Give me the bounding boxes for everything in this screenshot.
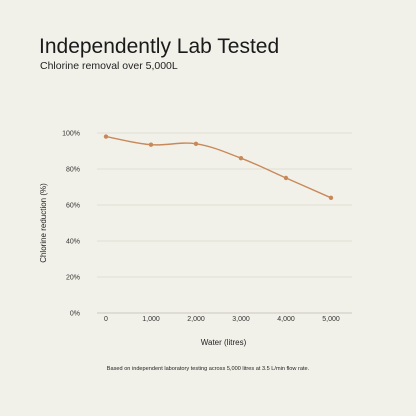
x-axis-label: Water (litres) [201,338,247,347]
page-title: Independently Lab Tested [39,35,280,58]
data-point [148,142,154,147]
y-tick-label: 0% [70,311,80,318]
y-tick-label: 40% [66,239,80,246]
data-point [328,195,334,200]
y-tick-label: 20% [66,275,80,282]
x-tick-label: 0 [104,316,108,323]
y-axis-label: Chlorine reduction (%) [39,183,48,263]
series-line [105,135,332,199]
data-point [283,175,289,181]
x-tick-label: 2,000 [187,316,205,323]
data-point [193,141,199,146]
data-point [238,156,244,161]
x-tick-label: 3,000 [232,316,250,323]
data-point [103,134,109,139]
y-tick-label: 100% [62,131,80,138]
y-tick-label: 80% [66,167,80,174]
page-subtitle: Chlorine removal over 5,000L [40,60,178,72]
y-tick-label: 60% [66,203,80,210]
x-tick-label: 1,000 [142,316,160,323]
chart-footnote: Based on independent laboratory testing … [106,366,310,372]
x-tick-label: 5,000 [322,316,340,323]
x-tick-label: 4,000 [277,316,295,323]
